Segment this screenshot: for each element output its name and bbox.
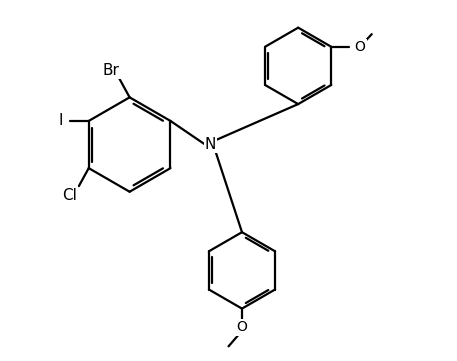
Text: I: I <box>58 113 63 129</box>
Text: O: O <box>237 321 247 335</box>
Text: Cl: Cl <box>62 188 77 203</box>
Text: O: O <box>355 40 366 54</box>
Text: N: N <box>205 137 216 152</box>
Text: Br: Br <box>103 63 120 78</box>
